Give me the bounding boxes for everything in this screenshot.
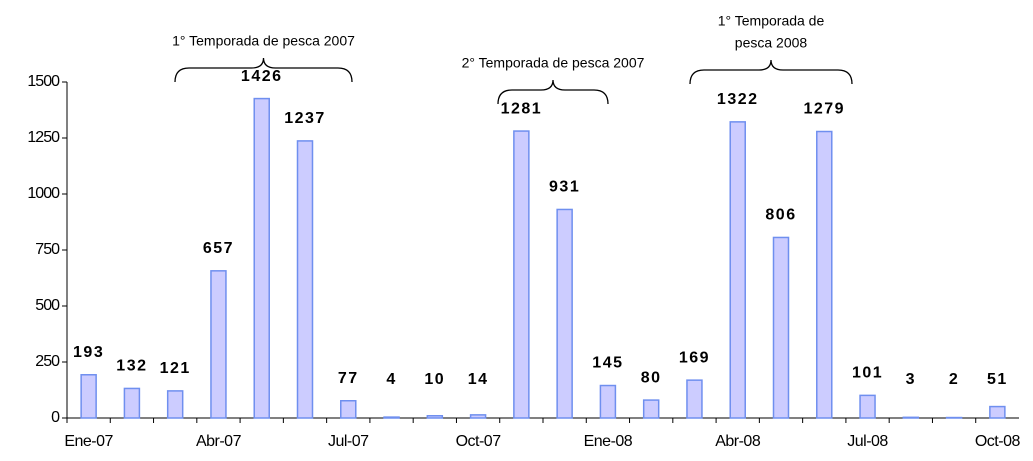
y-tick-label: 500 (35, 297, 60, 314)
bar (989, 405, 1006, 419)
value-label: 132 (116, 358, 147, 375)
value-label: 101 (852, 365, 883, 382)
bar (80, 374, 97, 419)
value-label: 1279 (803, 101, 845, 118)
bar (426, 415, 444, 419)
bar (859, 394, 876, 419)
value-label: 169 (679, 349, 710, 366)
y-tick-label: 750 (35, 241, 60, 258)
bar (686, 379, 703, 419)
value-label: 1322 (717, 91, 759, 108)
x-tick-label: Abr-07 (196, 433, 242, 450)
y-tick-label: 1000 (27, 185, 60, 202)
annotation: 1° Temporada de (718, 13, 825, 29)
bar (253, 97, 270, 419)
bar (816, 130, 833, 419)
y-tick-label: 250 (35, 353, 60, 370)
annotation-brace (497, 79, 609, 105)
bar (772, 236, 790, 419)
value-label: 1237 (284, 110, 326, 127)
value-label: 2 (949, 371, 959, 388)
value-label: 121 (160, 360, 191, 377)
bar (210, 270, 227, 419)
bar (123, 387, 141, 419)
bar (556, 208, 573, 419)
value-label: 145 (592, 355, 623, 372)
y-tick-label: 0 (51, 409, 60, 426)
value-label: 10 (424, 371, 445, 388)
annotation: 2° Temporada de pesca 2007 (462, 55, 645, 71)
annotation: pesca 2008 (735, 35, 808, 51)
value-label: 1426 (241, 68, 283, 85)
bar (902, 416, 920, 419)
value-label: 657 (203, 240, 234, 257)
value-label: 806 (765, 207, 796, 224)
x-tick-label: Jul-07 (328, 433, 369, 450)
x-tick-label: Jul-08 (847, 433, 888, 450)
x-tick-label: Oct-07 (456, 433, 502, 450)
x-tick-label: Oct-08 (975, 433, 1021, 450)
bar (513, 130, 530, 419)
annotation-brace (689, 59, 853, 85)
bar (383, 416, 400, 419)
value-label: 3 (906, 371, 916, 388)
value-label: 14 (468, 371, 489, 388)
value-label: 1281 (501, 100, 543, 117)
bar (599, 384, 617, 419)
x-tick-label: Ene-07 (64, 433, 113, 450)
annotation: 1° Temporada de pesca 2007 (172, 33, 355, 49)
y-tick-label: 1250 (27, 129, 60, 146)
value-label: 193 (73, 344, 104, 361)
y-tick-label: 1500 (27, 73, 60, 90)
value-label: 77 (338, 370, 359, 387)
bar (642, 399, 660, 419)
bar (166, 390, 184, 419)
x-tick-label: Ene-08 (584, 433, 633, 450)
value-label: 931 (549, 179, 580, 196)
value-label: 80 (641, 369, 662, 386)
bar (469, 414, 487, 419)
bar (729, 121, 746, 419)
x-tick-label: Abr-08 (715, 433, 761, 450)
bar (296, 140, 314, 419)
value-label: 4 (386, 371, 396, 388)
bar (340, 400, 357, 419)
value-label: 51 (987, 371, 1008, 388)
annotation-brace (174, 57, 353, 83)
